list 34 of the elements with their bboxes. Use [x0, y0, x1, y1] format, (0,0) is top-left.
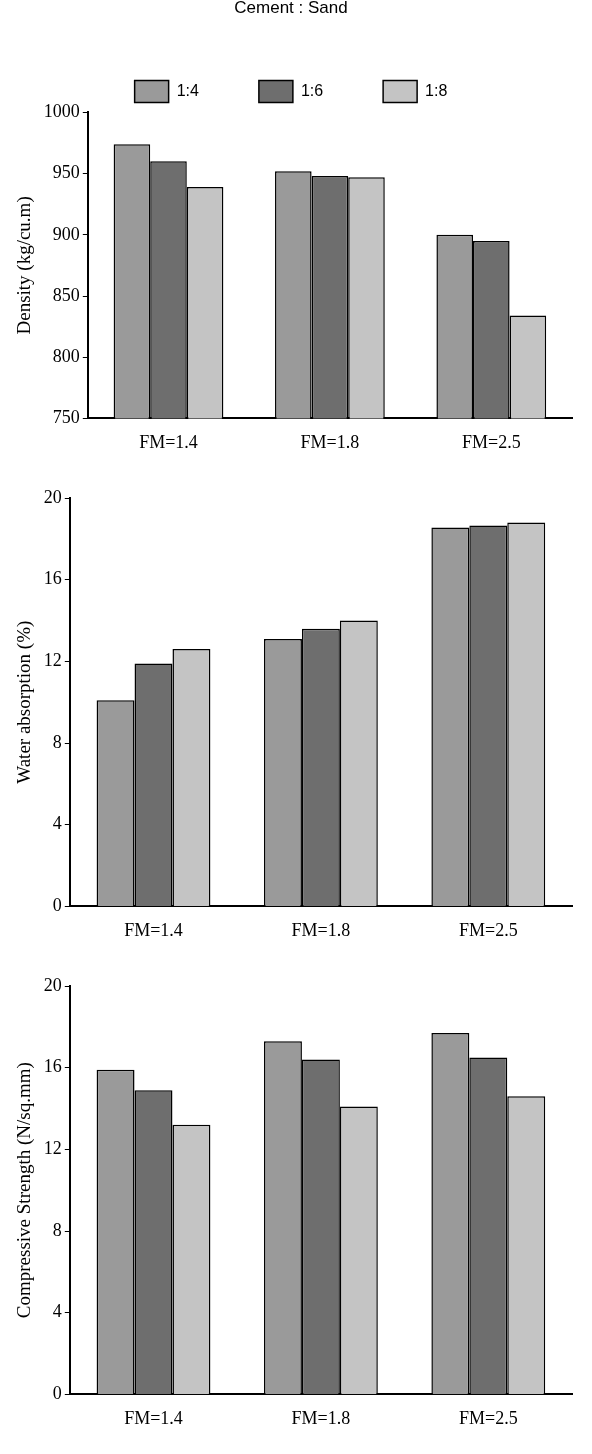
y-tick-label: 4: [52, 813, 62, 834]
legend-label: 1:4: [176, 81, 199, 99]
x-tick-label: FM=1.4: [124, 1407, 183, 1428]
x-tick-label: FM=2.5: [458, 1407, 518, 1428]
y-tick-label: 800: [52, 345, 80, 366]
y-tick-label: 16: [43, 568, 62, 589]
y-tick-label: 8: [52, 1219, 62, 1240]
y-tick-label: 950: [52, 162, 80, 183]
y-tick-label: 850: [52, 284, 80, 305]
x-tick-label: FM=1.8: [300, 431, 360, 452]
y-tick-label: 4: [52, 1301, 62, 1322]
y-axis-title: Compressive Strength (N/sq.mm): [13, 1062, 36, 1319]
y-axis-title: Water absorption (%): [13, 620, 36, 784]
legend-label: 1:6: [300, 81, 324, 99]
legend-title: Cement : Sand: [234, 0, 348, 18]
x-tick-label: FM=1.8: [291, 1407, 351, 1428]
y-tick-label: 20: [43, 974, 62, 995]
y-axis-title: Density (kg/cu.m): [13, 196, 36, 335]
y-tick-label: 16: [43, 1056, 62, 1077]
y-tick-label: 12: [43, 650, 62, 671]
x-tick-label: FM=2.5: [458, 919, 518, 940]
x-tick-label: FM=1.4: [139, 431, 198, 452]
y-tick-label: 0: [52, 1383, 62, 1404]
y-tick-label: 8: [52, 731, 62, 752]
y-tick-label: 900: [52, 223, 80, 244]
x-tick-label: FM=2.5: [461, 431, 521, 452]
y-tick-label: 12: [43, 1138, 62, 1159]
y-tick-label: 0: [52, 895, 62, 916]
y-tick-label: 1000: [43, 101, 80, 122]
x-tick-label: FM=1.8: [291, 919, 351, 940]
y-tick-label: 20: [43, 486, 62, 507]
x-tick-label: FM=1.4: [124, 919, 183, 940]
y-tick-label: 750: [52, 407, 80, 428]
legend-label: 1:8: [425, 81, 448, 99]
